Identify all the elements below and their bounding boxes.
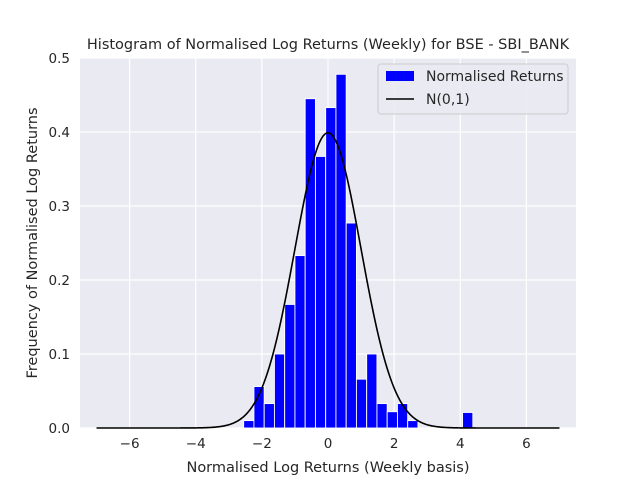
chart-title: Histogram of Normalised Log Returns (Wee… <box>87 37 570 53</box>
histogram-bar <box>345 222 357 429</box>
histogram-bar <box>273 353 286 429</box>
y-tick-label: 0.2 <box>49 273 70 289</box>
y-tick-label: 0.0 <box>49 421 70 437</box>
x-tick-label: −4 <box>186 436 206 452</box>
normal-curve-line <box>96 131 560 429</box>
x-tick-labels: −6 −4 −2 0 2 4 6 <box>120 436 531 452</box>
y-tick-label: 0.4 <box>49 125 70 141</box>
histogram-bar <box>284 303 296 429</box>
histogram-bar <box>335 73 347 429</box>
histogram-bar <box>263 403 275 429</box>
y-axis-label: Frequency of Normalised Log Returns <box>25 107 41 378</box>
histogram-bar <box>294 255 306 429</box>
y-tick-label: 0.5 <box>49 51 70 67</box>
histogram-bar <box>325 107 337 429</box>
legend-box <box>377 63 569 115</box>
legend: Normalised Returns N(0,1) <box>377 63 569 115</box>
histogram-bar <box>462 412 474 429</box>
histogram-bar <box>355 378 368 429</box>
histogram-bar <box>304 98 316 429</box>
histogram-bar <box>396 403 409 429</box>
x-tick-label: −2 <box>252 436 272 452</box>
histogram-bar <box>243 420 255 429</box>
legend-label-normal-curve: N(0,1) <box>426 92 470 108</box>
legend-label-normalised-returns: Normalised Returns <box>426 69 564 85</box>
x-axis-label: Normalised Log Returns (Weekly basis) <box>186 460 469 476</box>
x-tick-label: 6 <box>522 436 531 452</box>
histogram-bars <box>243 73 474 429</box>
legend-swatch-normalised-returns <box>386 71 414 81</box>
x-tick-label: 0 <box>324 436 333 452</box>
x-tick-label: 2 <box>390 436 399 452</box>
y-tick-label: 0.1 <box>49 347 70 363</box>
histogram-bar <box>407 420 419 429</box>
histogram-bar <box>314 155 327 429</box>
histogram-bar <box>386 411 398 429</box>
y-tick-label: 0.3 <box>49 199 70 215</box>
histogram-bar <box>376 403 388 429</box>
x-tick-label: 4 <box>456 436 465 452</box>
y-tick-labels: 0.0 0.1 0.2 0.3 0.4 0.5 <box>49 51 70 437</box>
histogram-bar <box>366 353 378 429</box>
x-tick-label: −6 <box>120 436 140 452</box>
